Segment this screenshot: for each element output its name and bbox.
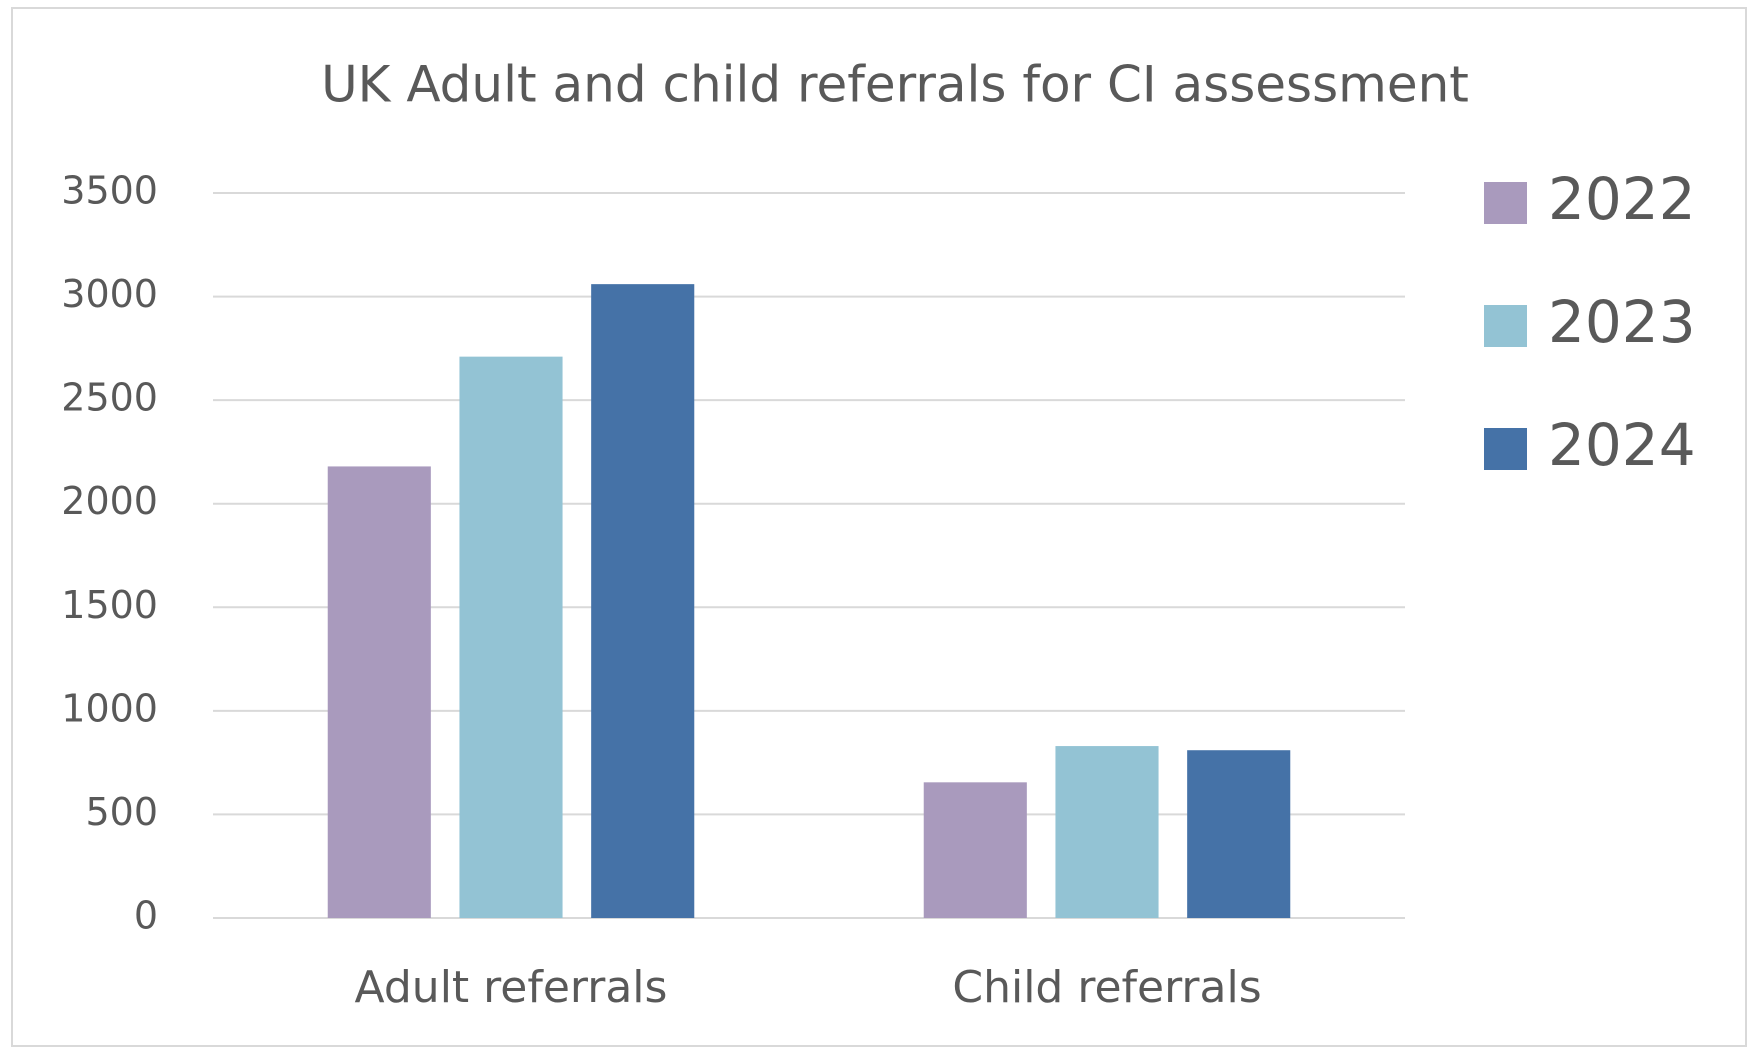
chart-title: UK Adult and child referrals for CI asse… — [321, 56, 1469, 114]
y-tick-label: 1000 — [61, 686, 158, 730]
x-tick-label: Child referrals — [952, 962, 1261, 1013]
legend-swatch — [1484, 182, 1527, 224]
bar — [1187, 750, 1291, 918]
bar — [923, 782, 1027, 918]
bar — [327, 466, 431, 918]
y-tick-label: 2500 — [61, 376, 158, 420]
legend-swatch — [1484, 428, 1527, 470]
bar — [1055, 746, 1159, 918]
chart-border — [11, 7, 1747, 1047]
y-tick-label: 2000 — [61, 479, 158, 523]
y-tick-label: 500 — [85, 790, 158, 834]
y-tick-label: 3000 — [61, 272, 158, 316]
y-tick-label: 0 — [134, 894, 158, 938]
legend-label: 2022 — [1548, 165, 1696, 233]
legend-label: 2023 — [1548, 288, 1696, 356]
legend-label: 2024 — [1548, 411, 1696, 479]
bar — [459, 356, 563, 919]
y-tick-label: 3500 — [61, 169, 158, 213]
bar — [591, 284, 695, 919]
y-tick-label: 1500 — [61, 583, 158, 627]
x-tick-label: Adult referrals — [355, 962, 668, 1013]
legend-swatch — [1484, 305, 1527, 347]
